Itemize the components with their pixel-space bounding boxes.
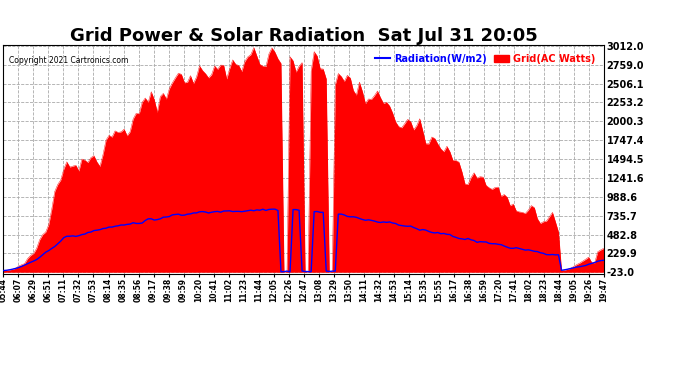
Title: Grid Power & Solar Radiation  Sat Jul 31 20:05: Grid Power & Solar Radiation Sat Jul 31 … [70,27,538,45]
Text: Copyright 2021 Cartronics.com: Copyright 2021 Cartronics.com [10,57,129,65]
Legend: Radiation(W/m2), Grid(AC Watts): Radiation(W/m2), Grid(AC Watts) [371,50,599,68]
